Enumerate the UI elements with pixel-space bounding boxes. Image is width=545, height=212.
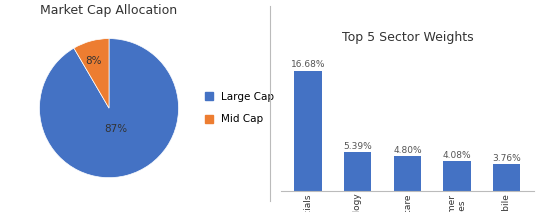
Bar	[393, 156, 421, 191]
Text: 4.08%: 4.08%	[443, 151, 471, 160]
Bar	[444, 161, 471, 191]
Text: 4.80%: 4.80%	[393, 146, 422, 155]
Text: 3.76%: 3.76%	[492, 154, 521, 163]
Wedge shape	[74, 39, 109, 108]
Title: Top 5 Sector Weights: Top 5 Sector Weights	[342, 31, 473, 44]
Text: 8%: 8%	[86, 56, 102, 66]
Text: 87%: 87%	[105, 124, 128, 134]
Text: 16.68%: 16.68%	[290, 60, 325, 70]
Bar	[344, 152, 371, 191]
Bar	[493, 164, 520, 191]
Title: Market Cap Allocation: Market Cap Allocation	[40, 4, 178, 17]
Text: 5.39%: 5.39%	[343, 142, 372, 151]
Legend: Large Cap, Mid Cap: Large Cap, Mid Cap	[204, 92, 274, 124]
Wedge shape	[39, 39, 179, 178]
Bar	[294, 71, 322, 191]
